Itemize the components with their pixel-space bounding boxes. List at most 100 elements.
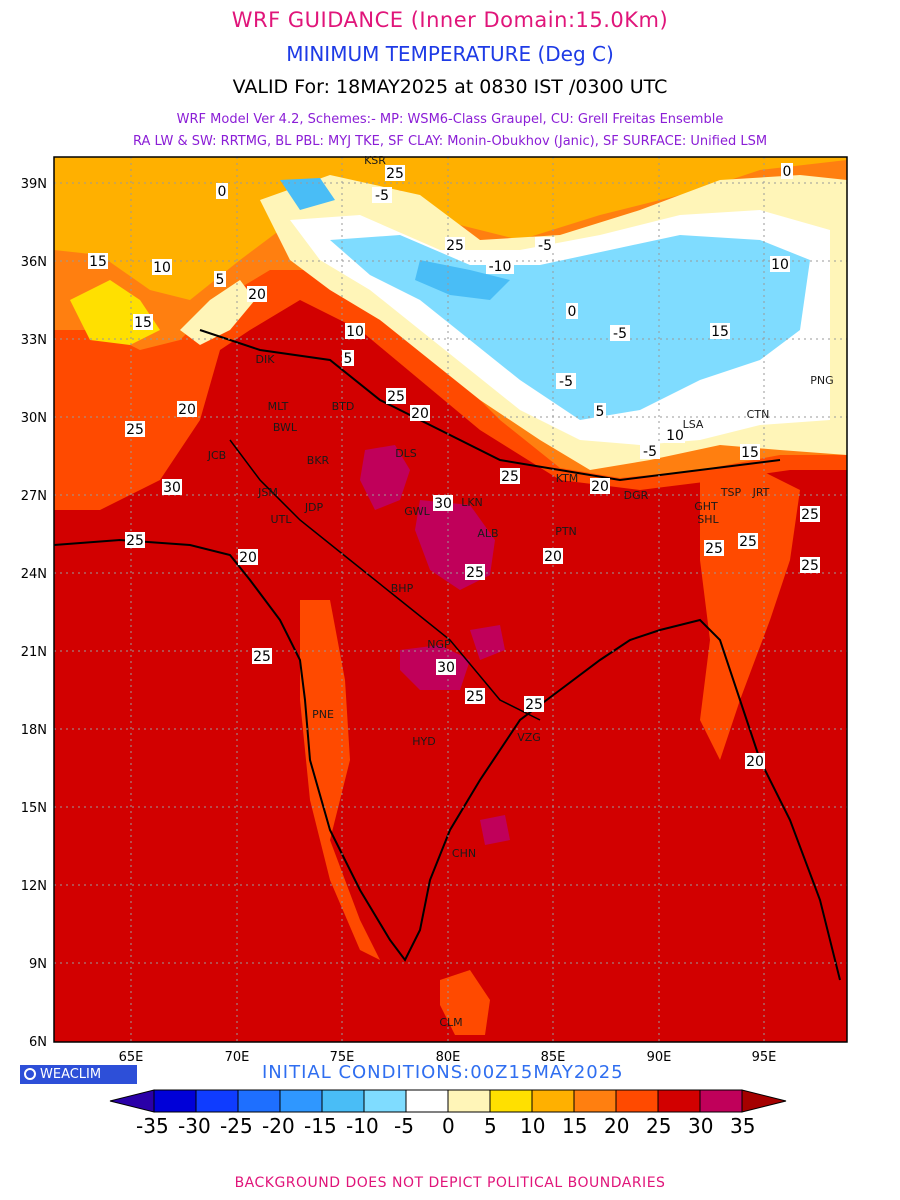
colorbar-under-arrow bbox=[109, 1089, 155, 1113]
contour-label-text: 25 bbox=[126, 422, 144, 438]
station-label: JCB bbox=[207, 449, 226, 462]
contour-label-bg bbox=[594, 403, 606, 419]
contour-label-text: 25 bbox=[466, 565, 484, 581]
contour-label-bg bbox=[640, 443, 660, 459]
coastline bbox=[54, 538, 841, 981]
station-label: NGP bbox=[427, 638, 451, 651]
contour-label-bg bbox=[88, 253, 108, 269]
contour-label-bg bbox=[524, 696, 544, 712]
contour-label: 25 bbox=[800, 557, 820, 574]
lat-tick: 18N bbox=[21, 723, 47, 738]
contour-label: 20 bbox=[177, 401, 197, 418]
lon-tick: 70E bbox=[225, 1050, 250, 1065]
contour-label: 25 bbox=[385, 165, 405, 182]
station-label: BHP bbox=[391, 582, 414, 595]
station-label: DGR bbox=[624, 489, 649, 502]
contour-label: 20 bbox=[238, 549, 258, 566]
map-frame bbox=[53, 156, 848, 1043]
station-label: JSM bbox=[257, 486, 278, 499]
hot-patch-1 bbox=[360, 445, 410, 510]
contour-label-bg bbox=[710, 323, 730, 339]
contour-label: 20 bbox=[410, 405, 430, 422]
field-10-15 bbox=[54, 157, 847, 300]
contour-label-text: 20 bbox=[239, 550, 257, 566]
contour-label-bg bbox=[465, 688, 485, 704]
station-label: HYD bbox=[412, 735, 435, 748]
contour-label: 25 bbox=[800, 506, 820, 523]
lon-tick: 65E bbox=[119, 1050, 144, 1065]
contour-label: -5 bbox=[640, 443, 660, 460]
contour-label: 30 bbox=[436, 659, 456, 676]
brand-label: WEACLIM bbox=[40, 1067, 102, 1082]
contour-label-bg bbox=[125, 421, 145, 437]
colorbar-tick: -5 bbox=[394, 1114, 414, 1138]
station-label: CLM bbox=[439, 1016, 462, 1029]
station-label: MLT bbox=[268, 400, 289, 413]
map-fields bbox=[54, 157, 847, 1042]
lat-tick: 27N bbox=[21, 489, 47, 504]
contour-label: -5 bbox=[535, 237, 555, 254]
lon-tick: 95E bbox=[752, 1050, 777, 1065]
lat-tick: 30N bbox=[21, 411, 47, 426]
contour-label: 25 bbox=[252, 648, 272, 665]
lat-axis: 39N 36N 33N 30N 27N 24N 21N 18N 15N 12N … bbox=[21, 177, 47, 1050]
contour-label-bg bbox=[247, 286, 267, 302]
contour-label: 25 bbox=[445, 237, 465, 254]
colorbar-tick: -25 bbox=[220, 1114, 253, 1138]
colorbar-tick: -10 bbox=[346, 1114, 379, 1138]
contour-label-bg bbox=[610, 325, 630, 341]
contour-label-text: 10 bbox=[153, 260, 171, 276]
colorbar-swatch bbox=[195, 1089, 239, 1113]
chart-subtitle: MINIMUM TEMPERATURE (Deg C) bbox=[286, 42, 614, 66]
contour-label-text: 30 bbox=[163, 480, 181, 496]
contour-label-text: 0 bbox=[218, 184, 227, 200]
contour-label: -5 bbox=[556, 373, 576, 390]
contour-label: -10 bbox=[486, 258, 514, 275]
colorbar-tick: 25 bbox=[646, 1114, 672, 1138]
contour-label-bg bbox=[162, 479, 182, 495]
contour-label: 25 bbox=[386, 388, 406, 405]
contour-label-text: 25 bbox=[446, 238, 464, 254]
station-label: CHN bbox=[452, 847, 476, 860]
colorbar-tick: -35 bbox=[136, 1114, 169, 1138]
contour-label: 25 bbox=[465, 564, 485, 581]
contour-label-bg bbox=[386, 388, 406, 404]
contour-label-text: 25 bbox=[466, 689, 484, 705]
contour-label-bg bbox=[566, 303, 578, 319]
colorbar-tick: -15 bbox=[304, 1114, 337, 1138]
contour-label-text: -5 bbox=[538, 238, 552, 254]
station-label: GWL bbox=[404, 505, 430, 518]
station-label: UTL bbox=[271, 513, 293, 526]
contour-label-bg bbox=[556, 373, 576, 389]
colorbar-swatch bbox=[531, 1089, 575, 1113]
colorbar-swatch bbox=[153, 1089, 197, 1113]
contour-label-text: 5 bbox=[596, 404, 605, 420]
colorbar-tick: 35 bbox=[730, 1114, 756, 1138]
contour-label-bg bbox=[800, 557, 820, 573]
contour-label-text: 25 bbox=[386, 166, 404, 182]
lon-tick: 90E bbox=[647, 1050, 672, 1065]
contour-label-text: -5 bbox=[559, 374, 573, 390]
lat-tick: 9N bbox=[29, 957, 47, 972]
ghats-strip bbox=[300, 600, 380, 960]
hot-patch-4 bbox=[470, 625, 505, 660]
contour-label: -5 bbox=[610, 325, 630, 342]
contour-label: 0 bbox=[781, 163, 793, 180]
lon-tick: 85E bbox=[541, 1050, 566, 1065]
contour-label-bg bbox=[372, 187, 392, 203]
initial-conditions: INITIAL CONDITIONS:00Z15MAY2025 bbox=[262, 1062, 624, 1083]
station-label: PTN bbox=[555, 525, 577, 538]
contour-label: 25 bbox=[524, 696, 544, 713]
contour-label-text: 30 bbox=[437, 660, 455, 676]
station-label: PNE bbox=[312, 708, 334, 721]
contour-label: 20 bbox=[247, 286, 267, 303]
colorbar-swatch bbox=[699, 1089, 743, 1113]
station-label: LKN bbox=[461, 496, 483, 509]
contour-label: 5 bbox=[594, 403, 606, 420]
contour-label-text: 20 bbox=[248, 287, 266, 303]
srilanka-field bbox=[440, 970, 490, 1035]
station-label: BWL bbox=[273, 421, 298, 434]
contour-label-text: -10 bbox=[489, 259, 512, 275]
contour-label-bg bbox=[543, 548, 563, 564]
